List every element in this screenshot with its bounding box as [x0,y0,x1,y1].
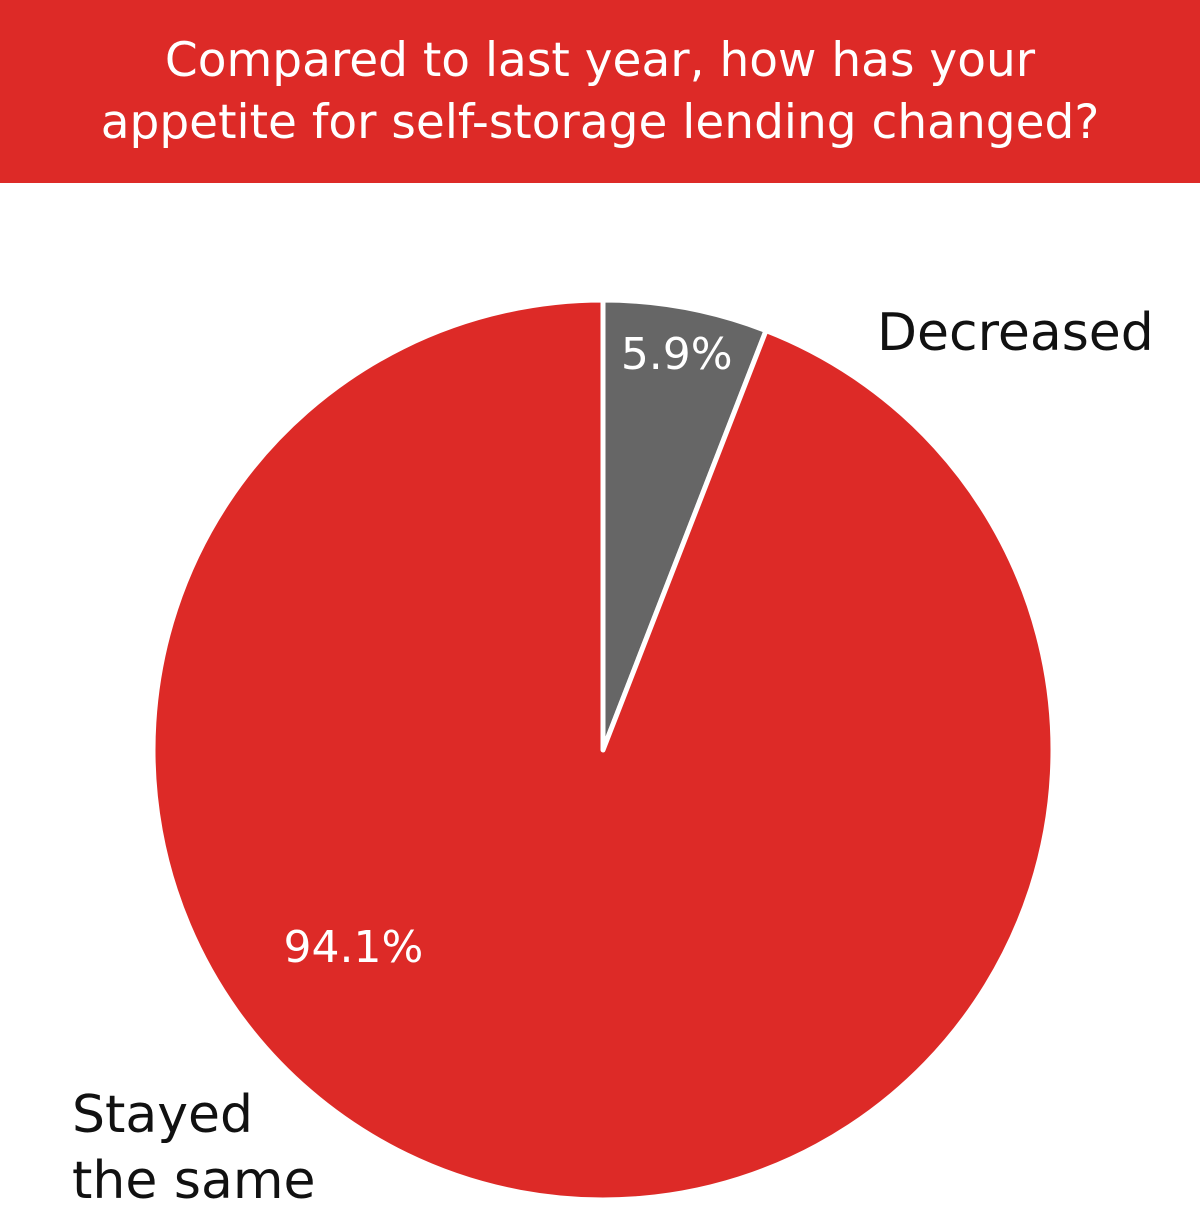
chart-title-line-1: Compared to last year, how has your [164,32,1036,88]
chart-title-banner: Compared to last year, how has your appe… [0,0,1200,183]
slice-label-stayed-line-2: the same [72,1151,316,1211]
pie-value-label-stayed-the-same: 94.1% [283,922,423,973]
slice-label-stayed-the-same: Stayed the same [72,1082,315,1214]
chart-title-line-2: appetite for self-storage lending change… [100,94,1100,150]
pie-slice-decreased [600,297,769,753]
slice-label-stayed-line-1: Stayed [72,1085,254,1145]
slice-label-decreased-line-1: Decreased [877,303,1154,363]
pie-slice-stayed-the-same [150,297,1056,1203]
slice-label-decreased: Decreased [877,300,1154,366]
pie-value-label-decreased: 5.9% [621,329,733,380]
